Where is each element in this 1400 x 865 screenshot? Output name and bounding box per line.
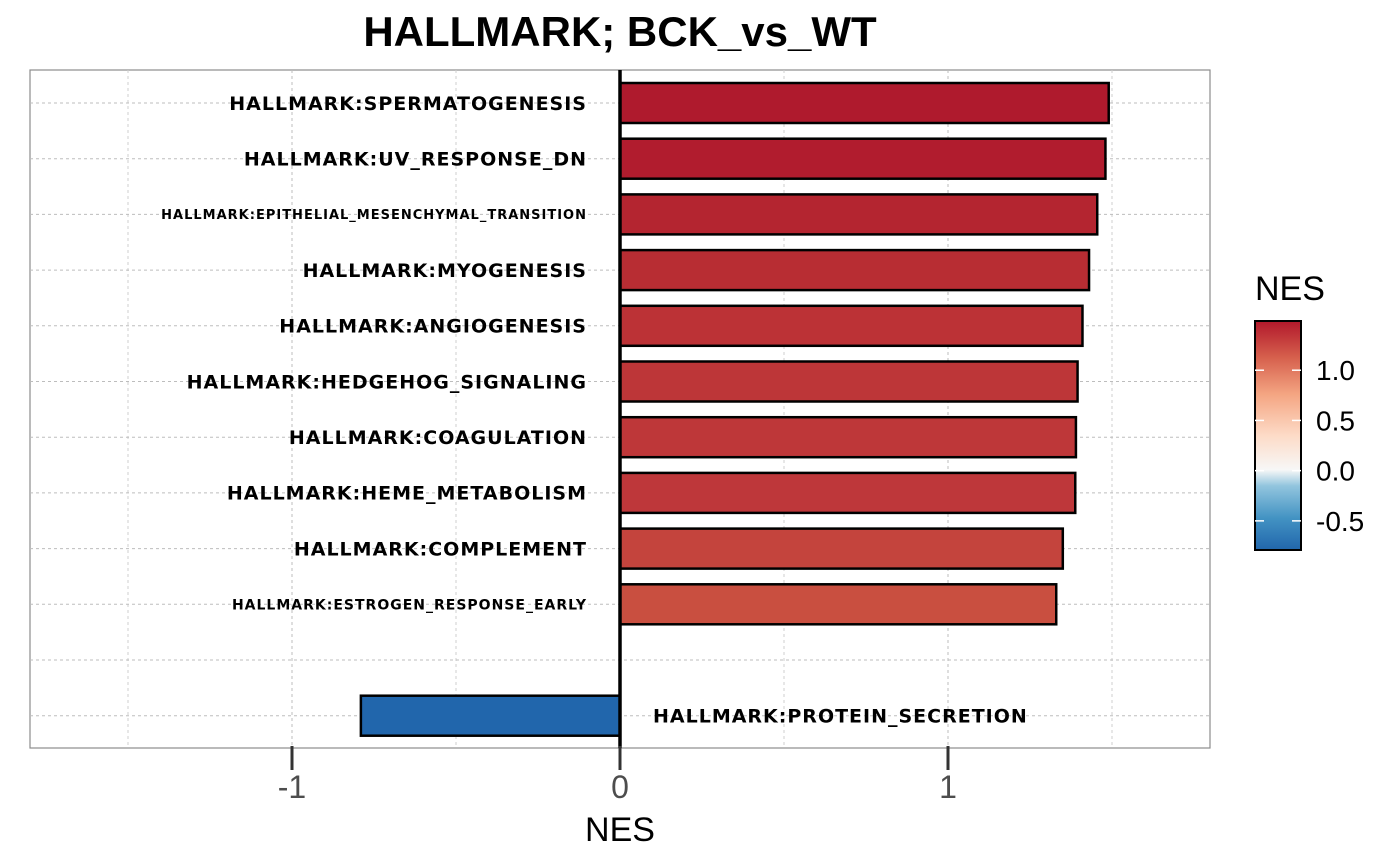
bar	[618, 527, 1065, 570]
bar-label: HALLMARK:EPITHELIAL_MESENCHYMAL_TRANSITI…	[161, 208, 587, 223]
bar	[618, 415, 1078, 459]
legend-colorbar	[1254, 320, 1302, 551]
x-axis-title: NES	[585, 811, 655, 849]
legend-tick-label: 1.0	[1316, 355, 1355, 386]
bars	[359, 81, 1110, 737]
bar-label: HALLMARK:ESTROGEN_RESPONSE_EARLY	[232, 597, 587, 613]
bar	[359, 694, 622, 737]
x-axis: -1 0 1	[278, 746, 957, 805]
bar-label: HALLMARK:ANGIOGENESIS	[279, 316, 587, 338]
bar	[618, 583, 1058, 626]
bar	[618, 137, 1107, 180]
legend-tick-label: 0.5	[1316, 405, 1355, 436]
legend-title: NES	[1255, 270, 1325, 308]
legend-tick-label: 0.0	[1316, 456, 1355, 487]
bar	[618, 248, 1091, 292]
bar	[618, 81, 1110, 125]
bar-labels: HALLMARK:SPERMATOGENESIS HALLMARK:UV_RESP…	[161, 93, 1028, 728]
x-tick-label: -1	[278, 769, 306, 805]
x-tick-label: 1	[939, 769, 957, 805]
bar	[618, 360, 1079, 403]
color-legend: NES 1.0 0.5 0.0 -0.5	[1254, 270, 1364, 551]
bar-label: HALLMARK:SPERMATOGENESIS	[229, 93, 587, 115]
bar-label: HALLMARK:PROTEIN_SECRETION	[653, 706, 1028, 728]
x-tick-label: 0	[611, 769, 629, 805]
bar	[618, 304, 1084, 348]
bar-label: HALLMARK:COAGULATION	[289, 427, 587, 449]
bar-label: HALLMARK:HEME_METABOLISM	[227, 483, 587, 505]
bar	[618, 193, 1099, 236]
bar-label: HALLMARK:HEDGEHOG_SIGNALING	[187, 371, 587, 393]
legend-ticks: 1.0 0.5 0.0 -0.5	[1255, 355, 1364, 537]
chart-title: HALLMARK; BCK_vs_WT	[363, 8, 877, 55]
bar-label: HALLMARK:UV_RESPONSE_DN	[244, 149, 587, 171]
legend-tick-label: -0.5	[1316, 506, 1364, 537]
bar-label: HALLMARK:MYOGENESIS	[303, 260, 587, 282]
bar-label: HALLMARK:COMPLEMENT	[294, 538, 587, 560]
bar	[618, 471, 1077, 515]
